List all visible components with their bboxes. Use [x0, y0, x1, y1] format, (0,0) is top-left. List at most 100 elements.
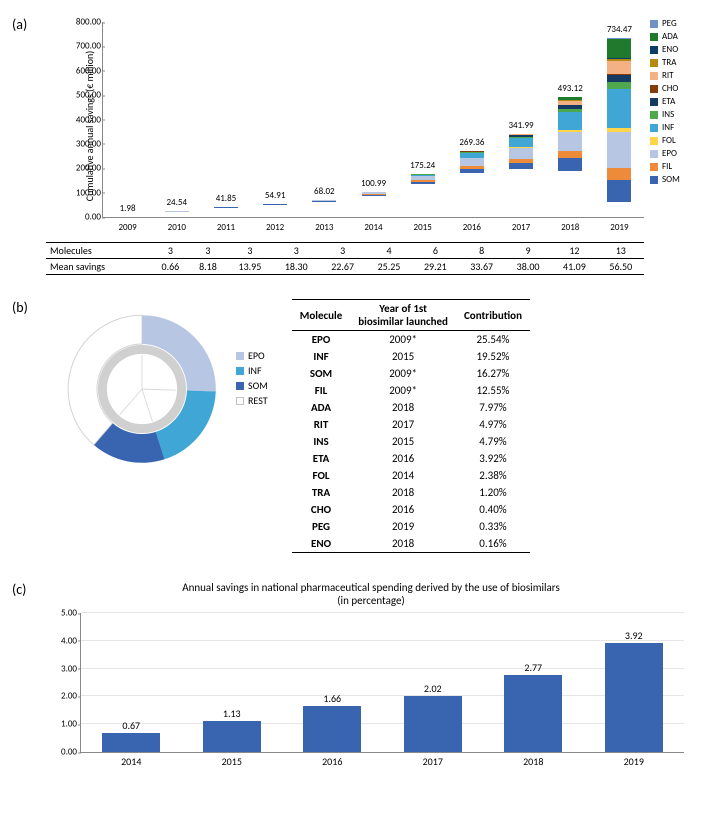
table-row: CHO20160.40% [292, 501, 530, 518]
ytick: 0.00 [61, 212, 101, 223]
legend-swatch [650, 150, 658, 158]
table-cell: 3 [273, 243, 319, 259]
table-cell: TRA [292, 484, 351, 501]
legend-label: TRA [662, 57, 676, 68]
panel-a: (a) Cumulative annual savings (€ million… [16, 16, 710, 275]
table-cell: 3.92% [456, 450, 530, 467]
stacked-bar: 734.47 [607, 38, 631, 217]
legend-item: ADA [650, 31, 710, 42]
bar-segment-inf [509, 138, 533, 146]
bar-segment-rit [607, 61, 631, 73]
gridline [81, 668, 684, 669]
table-cell: 4 [366, 243, 412, 259]
chart-a-legend: PEGADAENOTRARITCHOETAINSINFFOLEPOFILSOM [644, 16, 710, 236]
table-cell: 2018 [350, 535, 456, 553]
legend-label: SOM [248, 379, 268, 392]
bar-total-label: 100.99 [361, 178, 386, 189]
table-cell: ETA [292, 450, 351, 467]
percentage-savings-chart: 0.001.002.003.004.005.000.6720141.132015… [80, 613, 684, 753]
legend-label: SOM [662, 174, 680, 185]
table-header: Year of 1stbiosimilar launched [350, 300, 456, 331]
bar-segment-fil [558, 151, 582, 158]
panel-b: (b) EPOINFSOMREST MoleculeYear of 1stbio… [16, 299, 710, 553]
table-header: Contribution [456, 300, 530, 331]
bar-segment-som [362, 195, 386, 196]
legend-label: PEG [662, 18, 677, 29]
table-cell: 2009* [350, 331, 456, 349]
table-row: ENO20180.16% [292, 535, 530, 553]
ytick: 100.00 [61, 187, 101, 198]
legend-swatch [650, 176, 658, 184]
table-row: PEG20190.33% [292, 518, 530, 535]
legend-item: PEG [650, 18, 710, 29]
donut-legend: EPOINFSOMREST [236, 349, 268, 409]
ytick: 200.00 [61, 163, 101, 174]
legend-swatch [236, 352, 244, 360]
legend-item: FIL [650, 161, 710, 172]
gridline [81, 723, 684, 724]
donut-radius-line [142, 389, 176, 390]
ytick: 500.00 [61, 90, 101, 101]
table-cell: 3 [189, 243, 227, 259]
table-cell: 25.54% [456, 331, 530, 349]
table-cell: 7.97% [456, 399, 530, 416]
table-cell: 3 [152, 243, 190, 259]
table-cell: 2009* [350, 365, 456, 382]
table-cell: 25.25 [366, 259, 412, 275]
legend-swatch [650, 137, 658, 145]
table-cell: FOL [292, 467, 351, 484]
x-category: 2018 [561, 222, 579, 233]
table-header: Molecule [292, 300, 351, 331]
panel-c-label: (c) [12, 581, 26, 598]
bar: 1.13 [203, 721, 261, 752]
legend-item: EPO [650, 148, 710, 159]
table-cell: 4.79% [456, 433, 530, 450]
table-cell: ENO [292, 535, 351, 553]
stacked-bar: 24.54 [165, 211, 189, 217]
table-cell: RIT [292, 416, 351, 433]
table-cell: FIL [292, 382, 351, 399]
table-cell: PEG [292, 518, 351, 535]
table-row: FIL2009*12.55% [292, 382, 530, 399]
bar-value-label: 0.67 [122, 719, 140, 732]
bar-total-label: 175.24 [410, 160, 435, 171]
bar-segment-som [607, 180, 631, 202]
table-row: Mean savings0.668.1813.9518.3022.6725.25… [46, 259, 644, 275]
table-cell: 2016 [350, 501, 456, 518]
cumulative-savings-chart: Cumulative annual savings (€ million) 0.… [60, 16, 644, 236]
bar-segment-fil [607, 168, 631, 180]
bar-total-label: 24.54 [167, 197, 188, 208]
x-category: 2015 [222, 755, 242, 768]
stacked-bar: 269.36 [460, 151, 484, 217]
contribution-table: MoleculeYear of 1stbiosimilar launchedCo… [292, 299, 530, 553]
legend-item: EPO [236, 349, 268, 362]
table-cell: SOM [292, 365, 351, 382]
legend-swatch [236, 382, 244, 390]
table-cell: 22.67 [319, 259, 365, 275]
table-row: ADA20187.97% [292, 399, 530, 416]
table-row: FOL20142.38% [292, 467, 530, 484]
legend-item: SOM [650, 174, 710, 185]
bar-segment-som [509, 163, 533, 170]
table-cell: 12 [551, 243, 597, 259]
bar: 2.02 [404, 696, 462, 752]
table-cell: 3 [227, 243, 273, 259]
gridline [81, 695, 684, 696]
table-cell: 2015 [350, 348, 456, 365]
bar-total-label: 1.98 [120, 203, 136, 214]
legend-item: REST [236, 394, 268, 407]
table-header-row: MoleculeYear of 1stbiosimilar launchedCo… [292, 300, 530, 331]
table-row: INF201519.52% [292, 348, 530, 365]
legend-label: FOL [662, 135, 676, 146]
x-category: 2014 [364, 222, 382, 233]
x-category: 2017 [512, 222, 530, 233]
table-cell: 2016 [350, 450, 456, 467]
donut-radius-line [120, 389, 142, 415]
row-head: Molecules [46, 243, 152, 259]
table-cell: 13 [598, 243, 644, 259]
legend-item: SOM [236, 379, 268, 392]
bar-segment-inf [558, 112, 582, 130]
legend-swatch [650, 72, 658, 80]
bar-total-label: 734.47 [607, 24, 632, 35]
table-cell: 33.67 [459, 259, 505, 275]
